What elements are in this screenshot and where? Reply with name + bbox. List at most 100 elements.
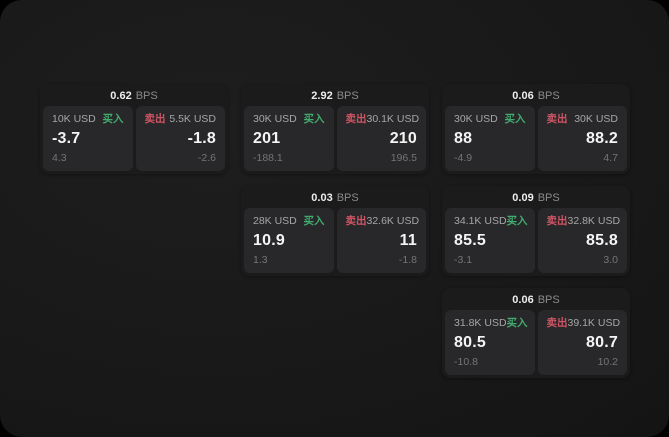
- buy-size: 10K USD: [52, 113, 96, 125]
- sell-delta: -2.6: [197, 152, 216, 164]
- card-body: 30K USD 买入 88 -4.9 卖出 30K USD 88.2 4.7: [442, 106, 630, 174]
- card-body: 31.8K USD 买入 80.5 -10.8 卖出 39.1K USD 80.…: [442, 310, 630, 378]
- sell-delta: -1.8: [398, 254, 417, 266]
- buy-size: 31.8K USD: [454, 317, 507, 329]
- sell-panel-top: 卖出 32.8K USD: [546, 215, 621, 228]
- quote-card: 2.92 BPS 30K USD 买入 201 -188.1 卖出 30.1K …: [241, 84, 429, 174]
- spread-unit-label: BPS: [336, 90, 359, 102]
- card-header: 0.06 BPS: [442, 84, 630, 106]
- buy-side-label: 买入: [506, 317, 528, 329]
- buy-panel-top: 30K USD 买入: [454, 113, 526, 126]
- buy-price: -3.7: [52, 130, 81, 147]
- buy-delta: 4.3: [52, 152, 67, 164]
- buy-delta: -188.1: [253, 152, 283, 164]
- sell-panel-top: 卖出 32.6K USD: [345, 215, 420, 228]
- sell-side-label: 卖出: [546, 215, 568, 227]
- buy-price: 80.5: [454, 334, 486, 351]
- sell-panel[interactable]: 卖出 39.1K USD 80.7 10.2: [537, 310, 627, 375]
- buy-side-label: 买入: [102, 113, 124, 125]
- sell-panel[interactable]: 卖出 32.6K USD 11 -1.8: [336, 208, 426, 273]
- card-header: 0.09 BPS: [442, 186, 630, 208]
- buy-delta: -4.9: [454, 152, 473, 164]
- card-header: 0.06 BPS: [442, 288, 630, 310]
- spread-unit-label: BPS: [135, 90, 158, 102]
- spread-value: 0.03: [311, 192, 333, 204]
- sell-delta: 10.2: [597, 356, 618, 368]
- quote-card: 0.06 BPS 30K USD 买入 88 -4.9 卖出 30K USD: [442, 84, 630, 174]
- card-body: 10K USD 买入 -3.7 4.3 卖出 5.5K USD -1.8 -2.…: [40, 106, 228, 174]
- buy-size: 28K USD: [253, 215, 297, 227]
- sell-panel[interactable]: 卖出 32.8K USD 85.8 3.0: [537, 208, 627, 273]
- buy-price: 10.9: [253, 232, 285, 249]
- card-header: 0.03 BPS: [241, 186, 429, 208]
- sell-size: 30K USD: [574, 113, 618, 125]
- spread-unit-label: BPS: [537, 192, 560, 204]
- spread-value: 0.06: [512, 90, 534, 102]
- spread-value: 2.92: [311, 90, 333, 102]
- buy-panel-top: 28K USD 买入: [253, 215, 325, 228]
- sell-price: -1.8: [187, 130, 216, 147]
- buy-panel[interactable]: 30K USD 买入 88 -4.9: [445, 106, 535, 171]
- sell-price: 11: [399, 232, 417, 249]
- sell-delta: 3.0: [603, 254, 618, 266]
- sell-size: 32.8K USD: [567, 215, 621, 227]
- sell-side-label: 卖出: [546, 113, 568, 125]
- buy-panel-top: 30K USD 买入: [253, 113, 325, 126]
- sell-panel[interactable]: 卖出 30K USD 88.2 4.7: [537, 106, 627, 171]
- buy-delta: -3.1: [454, 254, 473, 266]
- buy-price: 85.5: [454, 232, 486, 249]
- card-header: 0.62 BPS: [40, 84, 228, 106]
- buy-side-label: 买入: [504, 113, 526, 125]
- sell-size: 39.1K USD: [567, 317, 621, 329]
- spread-value: 0.06: [512, 294, 534, 306]
- buy-size: 30K USD: [454, 113, 498, 125]
- buy-size: 30K USD: [253, 113, 297, 125]
- sell-panel-top: 卖出 5.5K USD: [145, 113, 217, 126]
- buy-panel[interactable]: 28K USD 买入 10.9 1.3: [244, 208, 334, 273]
- spread-unit-label: BPS: [336, 192, 359, 204]
- spread-value: 0.09: [512, 192, 534, 204]
- sell-panel[interactable]: 卖出 5.5K USD -1.8 -2.6: [135, 106, 225, 171]
- card-body: 30K USD 买入 201 -188.1 卖出 30.1K USD 210 1…: [241, 106, 429, 174]
- sell-delta: 4.7: [603, 152, 618, 164]
- sell-panel-top: 卖出 39.1K USD: [546, 317, 621, 330]
- sell-side-label: 卖出: [144, 113, 166, 125]
- quote-card: 0.09 BPS 34.1K USD 买入 85.5 -3.1 卖出 32.8K…: [442, 186, 630, 276]
- sell-delta: 196.5: [390, 152, 417, 164]
- quote-card: 0.06 BPS 31.8K USD 买入 80.5 -10.8 卖出 39.1…: [442, 288, 630, 378]
- sell-price: 88.2: [586, 130, 618, 147]
- buy-delta: 1.3: [253, 254, 268, 266]
- buy-delta: -10.8: [454, 356, 478, 368]
- sell-price: 210: [389, 130, 417, 147]
- sell-panel[interactable]: 卖出 30.1K USD 210 196.5: [336, 106, 426, 171]
- spread-unit-label: BPS: [537, 90, 560, 102]
- buy-panel[interactable]: 30K USD 买入 201 -188.1: [244, 106, 334, 171]
- buy-panel[interactable]: 31.8K USD 买入 80.5 -10.8: [445, 310, 535, 375]
- buy-side-label: 买入: [303, 113, 325, 125]
- buy-panel-top: 34.1K USD 买入: [454, 215, 528, 228]
- sell-side-label: 卖出: [345, 215, 367, 227]
- sell-size: 32.6K USD: [366, 215, 420, 227]
- quote-card-grid: 0.62 BPS 10K USD 买入 -3.7 4.3 卖出 5.5K USD: [40, 84, 630, 378]
- sell-price: 80.7: [586, 334, 618, 351]
- sell-size: 30.1K USD: [366, 113, 420, 125]
- buy-panel-top: 10K USD 买入: [52, 113, 124, 126]
- sell-price: 85.8: [586, 232, 618, 249]
- card-body: 28K USD 买入 10.9 1.3 卖出 32.6K USD 11 -1.8: [241, 208, 429, 276]
- buy-price: 201: [253, 130, 281, 147]
- buy-size: 34.1K USD: [454, 215, 507, 227]
- spread-unit-label: BPS: [537, 294, 560, 306]
- quote-card: 0.62 BPS 10K USD 买入 -3.7 4.3 卖出 5.5K USD: [40, 84, 228, 174]
- buy-price: 88: [454, 130, 473, 147]
- card-body: 34.1K USD 买入 85.5 -3.1 卖出 32.8K USD 85.8…: [442, 208, 630, 276]
- sell-side-label: 卖出: [546, 317, 568, 329]
- quote-card: 0.03 BPS 28K USD 买入 10.9 1.3 卖出 32.6K US…: [241, 186, 429, 276]
- buy-panel[interactable]: 10K USD 买入 -3.7 4.3: [43, 106, 133, 171]
- card-header: 2.92 BPS: [241, 84, 429, 106]
- buy-side-label: 买入: [303, 215, 325, 227]
- buy-panel-top: 31.8K USD 买入: [454, 317, 528, 330]
- spread-value: 0.62: [110, 90, 132, 102]
- buy-panel[interactable]: 34.1K USD 买入 85.5 -3.1: [445, 208, 535, 273]
